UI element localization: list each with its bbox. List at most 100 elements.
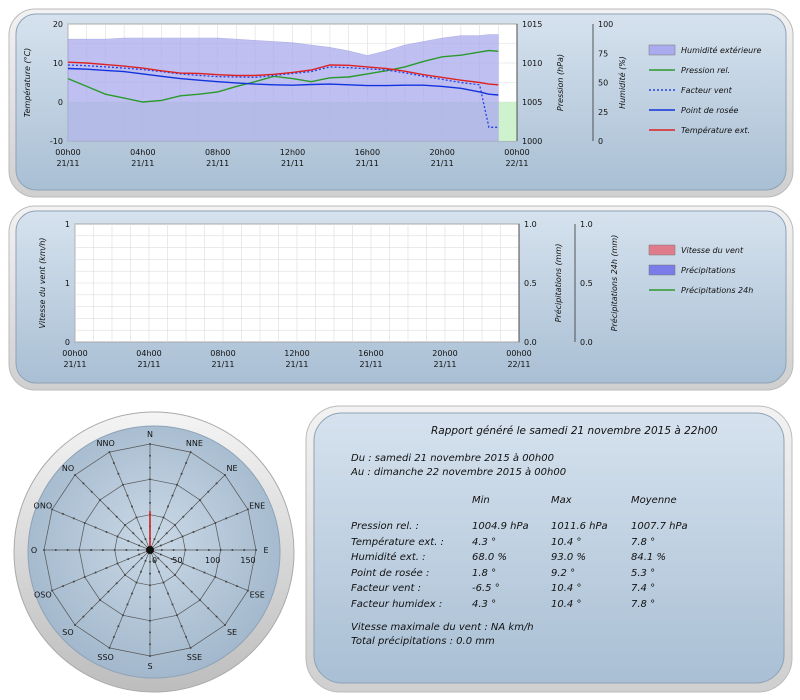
x-tick-label: 00h00 bbox=[506, 349, 531, 358]
rose-dot bbox=[225, 580, 228, 583]
report-cell-min: 1004.9 hPa bbox=[472, 521, 529, 532]
rose-dot bbox=[171, 603, 174, 606]
y2-tick-label: 0.0 bbox=[524, 338, 537, 347]
rose-dot bbox=[176, 614, 178, 617]
rose-radial-tick: 50 bbox=[172, 556, 182, 565]
rose-dot bbox=[135, 516, 138, 519]
rose-dot bbox=[180, 472, 183, 475]
report-cell-max: 9.2 ° bbox=[551, 567, 576, 579]
x-tick-date: 22/11 bbox=[505, 159, 528, 168]
rose-dot bbox=[224, 474, 226, 476]
x-tick-date: 21/11 bbox=[359, 360, 382, 369]
y3-tick-label: 0.5 bbox=[580, 279, 593, 288]
rose-radial-tick: 0 bbox=[152, 556, 157, 565]
x-tick-date: 21/11 bbox=[281, 159, 304, 168]
rose-dot bbox=[246, 508, 249, 511]
rose-direction-label: OSO bbox=[34, 590, 52, 599]
series-line-4 bbox=[67, 61, 499, 86]
report-cell-label: Humidité ext. : bbox=[351, 552, 426, 563]
rose-dot bbox=[231, 549, 234, 551]
rose-direction-label: SE bbox=[227, 628, 237, 637]
rose-dot bbox=[117, 472, 120, 475]
y-tick-label: 0 bbox=[58, 98, 63, 107]
x-tick-label: 12h00 bbox=[284, 349, 309, 358]
rose-dot bbox=[94, 526, 97, 529]
rose-direction-label: NNE bbox=[186, 439, 203, 448]
rose-dot bbox=[94, 571, 97, 574]
report-cell-avg: 7.8 ° bbox=[631, 598, 656, 610]
rose-dot bbox=[140, 540, 143, 543]
rose-dot bbox=[149, 454, 151, 457]
report-col-max: Max bbox=[551, 495, 572, 506]
rose-center bbox=[146, 546, 154, 554]
report-precip-total: Total précipitations : 0.0 mm bbox=[351, 636, 495, 647]
rose-dot bbox=[105, 531, 108, 533]
report-cell-label: Facteur vent : bbox=[351, 583, 421, 594]
report-wind-max: Vitesse maximale du vent : NA km/h bbox=[351, 622, 534, 633]
rose-dot bbox=[182, 515, 185, 518]
wind-legend: Vitesse du vent Précipitations Précipitati… bbox=[648, 244, 753, 295]
rose-dot bbox=[138, 544, 141, 547]
rose-dot bbox=[107, 590, 110, 593]
rose-dot bbox=[115, 582, 118, 585]
rose-dot bbox=[172, 549, 175, 551]
report-cell-max: 10.4 ° bbox=[551, 583, 582, 594]
y3-axis-title: Humidité (%) bbox=[617, 56, 627, 109]
rose-spoke bbox=[149, 451, 191, 551]
rose-dot bbox=[144, 538, 147, 541]
rose-dot bbox=[66, 549, 69, 551]
rose-dot bbox=[149, 501, 151, 504]
rose-dot bbox=[224, 624, 226, 626]
rose-dot bbox=[199, 599, 201, 601]
rose-dot bbox=[83, 522, 86, 524]
wind-rose-panel: N NNE NE ENE E ESE SE SSE S SSO SO OSO O ONO NO NNO 0 50 1… bbox=[13, 411, 295, 693]
wind-plot-area bbox=[74, 223, 520, 343]
rose-dot bbox=[126, 603, 129, 606]
rose-dot bbox=[196, 549, 199, 551]
report-cell-max: 93.0 % bbox=[551, 552, 586, 563]
rose-dot bbox=[149, 619, 151, 622]
report-from: Du : samedi 21 novembre 2015 à 00h00 bbox=[351, 453, 554, 464]
wind-rose-grid bbox=[43, 443, 257, 657]
rose-dot bbox=[149, 572, 151, 575]
rose-dot bbox=[140, 570, 142, 573]
temperature-legend: Humidité extérieure Pression rel. Facteur … bbox=[648, 44, 762, 135]
report-cell-label: Température ext. : bbox=[351, 536, 444, 548]
rose-dot bbox=[157, 540, 160, 543]
rose-direction-label: O bbox=[31, 546, 37, 555]
rose-direction-label: NO bbox=[62, 464, 74, 473]
rose-dot bbox=[78, 549, 81, 551]
y3-tick-label: 50 bbox=[598, 79, 608, 88]
rose-dot bbox=[99, 599, 101, 601]
y2-tick-label: 1.0 bbox=[524, 220, 537, 229]
x-tick-label: 20h00 bbox=[429, 148, 454, 157]
report-cell-avg: 7.8 ° bbox=[631, 536, 656, 548]
rose-dot bbox=[105, 567, 108, 569]
rose-dot bbox=[90, 490, 93, 493]
rose-spoke bbox=[149, 474, 226, 551]
x-tick-label: 04h00 bbox=[136, 349, 161, 358]
rose-dot bbox=[132, 565, 135, 568]
rose-direction-label: NNO bbox=[96, 439, 114, 448]
rose-dot bbox=[192, 531, 195, 533]
x-tick-date: 21/11 bbox=[433, 360, 456, 369]
legend-label: Humidité extérieure bbox=[681, 45, 762, 55]
rose-dot bbox=[171, 494, 174, 497]
series-humidite-area bbox=[67, 34, 499, 142]
rose-dot bbox=[214, 576, 217, 578]
report-cell-max: 10.4 ° bbox=[551, 598, 582, 610]
rose-dot bbox=[112, 636, 115, 638]
rose-spoke bbox=[149, 549, 191, 649]
rose-dot bbox=[124, 524, 126, 526]
rose-dot bbox=[174, 524, 176, 526]
y3-tick-label: 0.0 bbox=[580, 338, 593, 347]
report-to: Au : dimanche 22 novembre 2015 à 00h00 bbox=[351, 467, 567, 478]
y2-tick-label: 1010 bbox=[522, 59, 542, 68]
rose-dot bbox=[167, 505, 169, 508]
x-tick-label: 00h00 bbox=[62, 349, 87, 358]
rose-dot bbox=[51, 589, 54, 592]
rose-dot bbox=[116, 535, 119, 538]
rose-dot bbox=[122, 614, 124, 617]
rose-dot bbox=[236, 512, 238, 515]
x-tick-date: 21/11 bbox=[356, 159, 379, 168]
